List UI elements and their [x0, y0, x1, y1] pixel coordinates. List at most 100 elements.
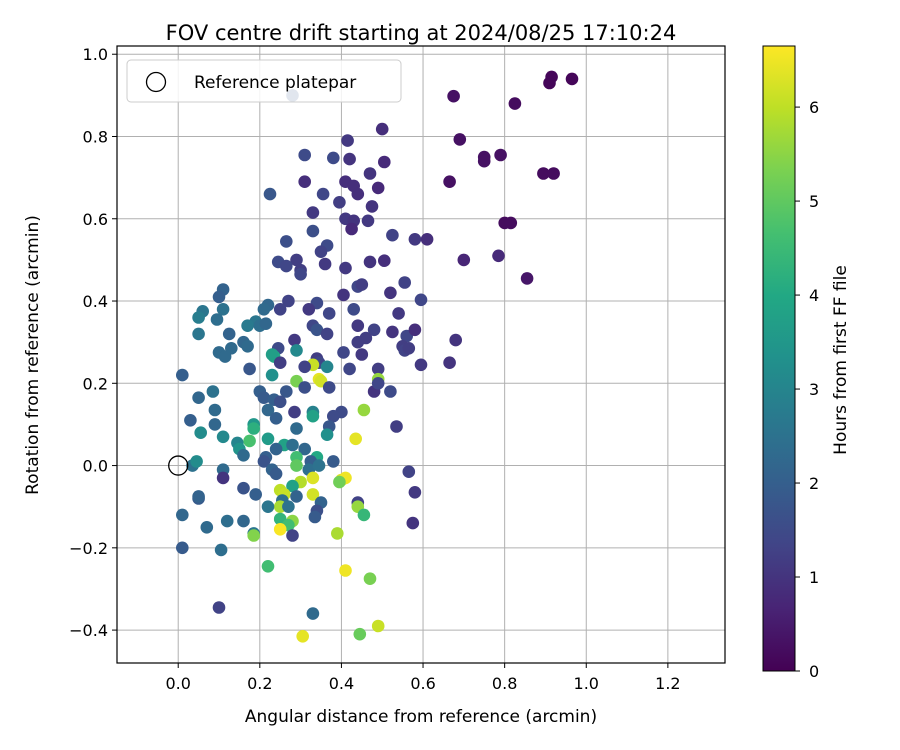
x-tick-label: 1.2	[655, 674, 680, 693]
data-point	[298, 175, 312, 188]
y-tick-label: 1.0	[83, 45, 108, 64]
data-point	[247, 529, 260, 542]
data-point	[194, 426, 207, 440]
colorbar-tick-label: 0	[809, 662, 819, 681]
data-point	[392, 307, 405, 320]
data-point	[290, 253, 303, 267]
data-point	[333, 196, 346, 209]
data-point	[212, 601, 226, 614]
data-point	[414, 293, 428, 307]
x-tick-label: 0.6	[410, 674, 435, 693]
colorbar-tick-label: 6	[809, 98, 819, 117]
y-tick-label: 0.4	[83, 292, 108, 311]
data-point	[565, 72, 579, 86]
data-point	[378, 254, 391, 267]
x-axis-label: Angular distance from reference (arcmin)	[245, 707, 597, 727]
data-point	[357, 403, 371, 417]
data-point	[337, 346, 350, 359]
data-point	[327, 409, 340, 423]
data-point	[312, 459, 326, 472]
data-point	[208, 403, 222, 417]
data-point	[237, 481, 250, 495]
data-point	[302, 303, 316, 316]
data-point	[351, 335, 365, 349]
data-point	[269, 412, 283, 425]
colorbar-tick-label: 3	[809, 380, 819, 399]
data-point	[327, 151, 340, 165]
data-point	[269, 467, 283, 481]
data-point	[220, 514, 234, 528]
data-point	[237, 449, 250, 462]
data-point	[322, 307, 336, 320]
data-point	[273, 356, 287, 370]
data-point	[508, 97, 522, 110]
data-point	[243, 362, 256, 376]
data-point	[408, 323, 422, 337]
x-tick-label: 0.8	[492, 674, 517, 693]
data-point	[290, 422, 303, 435]
data-point	[353, 627, 367, 641]
data-point	[263, 187, 277, 201]
data-point	[367, 323, 381, 337]
data-point	[355, 278, 369, 291]
data-point	[261, 432, 275, 446]
data-point	[320, 360, 334, 374]
grid	[117, 46, 725, 663]
colorbar-label: Hours from first FF file	[831, 265, 851, 455]
data-point	[327, 455, 340, 468]
data-point	[273, 523, 287, 536]
y-tick-label: 0.8	[83, 127, 108, 146]
data-point	[261, 403, 275, 417]
y-tick-label: −0.2	[69, 539, 108, 558]
x-tick-label: 0.4	[329, 674, 354, 693]
data-point	[280, 385, 293, 398]
data-point	[316, 187, 330, 201]
data-point	[398, 276, 412, 289]
data-point	[408, 233, 422, 246]
data-point	[237, 514, 250, 528]
y-axis: −0.4 −0.2 0.0 0.2 0.4 0.6 0.8 1.0	[69, 45, 117, 640]
data-point	[208, 418, 222, 431]
data-point	[308, 510, 322, 524]
data-point	[306, 488, 320, 501]
data-point	[406, 516, 420, 530]
data-point	[243, 434, 256, 448]
data-point	[378, 155, 391, 169]
x-tick-label: 0.2	[247, 674, 272, 693]
data-point	[333, 475, 346, 489]
data-point	[306, 206, 320, 219]
data-point	[363, 572, 377, 585]
data-point	[414, 358, 428, 372]
chart-title: FOV centre drift starting at 2024/08/25 …	[166, 21, 677, 45]
data-point	[218, 350, 232, 363]
data-point	[341, 134, 354, 147]
data-point	[477, 154, 491, 168]
data-point	[339, 564, 352, 577]
colorbar: 0 1 2 3 4 5 6 Hours from first FF file	[762, 45, 851, 681]
data-point	[290, 490, 303, 503]
data-point	[257, 455, 271, 468]
data-point	[241, 340, 254, 353]
data-point	[290, 344, 303, 357]
data-point	[386, 325, 399, 339]
data-point	[443, 175, 456, 188]
legend: Reference platepar	[126, 59, 402, 103]
data-point	[294, 268, 307, 281]
data-point	[192, 391, 205, 405]
data-point	[306, 607, 320, 620]
data-point	[331, 527, 344, 540]
data-point	[355, 348, 369, 361]
data-point	[453, 133, 467, 146]
data-point	[176, 508, 189, 522]
data-point	[249, 488, 262, 501]
data-point	[306, 224, 320, 238]
data-point	[176, 541, 189, 555]
data-point	[375, 122, 389, 136]
x-axis: 0.0 0.2 0.4 0.6 0.8 1.0 1.2	[165, 663, 681, 693]
data-point	[322, 381, 336, 394]
data-point	[443, 356, 456, 370]
data-point	[371, 362, 385, 376]
data-point	[216, 303, 230, 316]
data-point	[371, 619, 385, 633]
